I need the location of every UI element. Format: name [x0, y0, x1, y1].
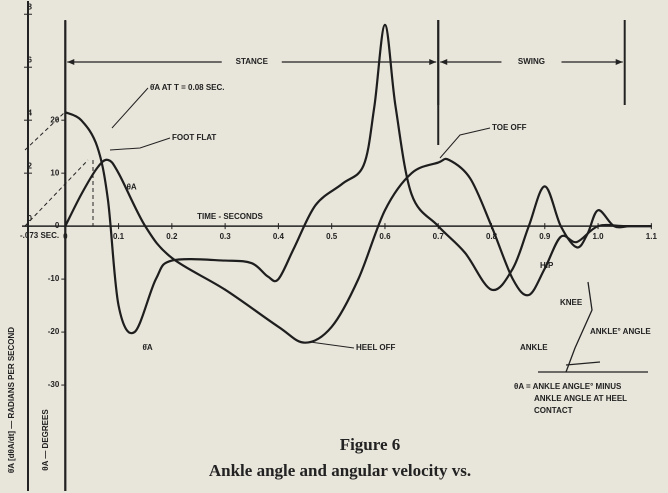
x-tick-label: 1.1	[646, 232, 658, 241]
x-tick-label: 0.6	[379, 232, 391, 241]
x-tick-label: 1.0	[593, 232, 605, 241]
annotation: θA = ANKLE ANGLE° MINUS	[514, 382, 622, 391]
y-tick-label: 4	[28, 108, 33, 117]
x-tick-label: 0.1	[113, 232, 125, 241]
annotation-pointer	[110, 138, 170, 150]
annotation: TOE OFF	[492, 123, 527, 132]
phase-label: SWING	[518, 57, 545, 66]
annotation-pointer	[310, 342, 354, 348]
annotation: -.073 SEC.	[20, 231, 59, 240]
x-tick-label: 0.9	[539, 232, 551, 241]
y2-tick-label: 20	[50, 115, 59, 124]
chart: Figure 6 Ankle angle and angular velocit…	[0, 0, 668, 493]
annotation: FOOT FLAT	[172, 133, 216, 142]
chart-title: Figure 6	[340, 435, 401, 454]
leg-lines	[566, 282, 592, 372]
annotation: ANKLE ANGLE AT HEEL	[534, 394, 627, 403]
annotation: KNEE	[560, 298, 583, 307]
annotation: ANKLE° ANGLE	[590, 327, 651, 336]
phase-label: STANCE	[236, 57, 269, 66]
y2-tick-label: -30	[48, 380, 60, 389]
y-tick-label: 6	[28, 55, 33, 64]
x-tick-label: 0.3	[220, 232, 232, 241]
y-tick-label: 2	[28, 161, 33, 170]
y-tick-label: 0	[28, 214, 33, 223]
annotation-pointer	[112, 88, 148, 128]
y-axis-label: θ̇A [dθA/dt] — RADIANS PER SECOND	[7, 327, 16, 473]
y2-tick-label: -20	[48, 327, 60, 336]
x-axis-label: TIME - SECONDS	[197, 212, 263, 221]
series-line	[65, 159, 651, 343]
annotation: ANKLE	[520, 343, 548, 352]
series-line	[65, 25, 651, 333]
series-label: θ̇A	[143, 343, 153, 352]
x-tick-label: 0.7	[433, 232, 445, 241]
x-tick-label: 0.2	[166, 232, 178, 241]
y-tick-label: 8	[28, 2, 33, 11]
series-label: θA	[127, 182, 137, 191]
annotation: CONTACT	[534, 406, 573, 415]
annotation: HEEL OFF	[356, 343, 396, 352]
y2-tick-label: 0	[55, 221, 60, 230]
x-tick-label: 0.4	[273, 232, 285, 241]
y2-tick-label: 10	[50, 168, 59, 177]
annotation-pointer	[440, 128, 490, 158]
foot-line	[566, 362, 600, 365]
annotation: θ̇A AT T = 0.08 SEC.	[150, 83, 225, 92]
chart-subtitle: Ankle angle and angular velocity vs.	[209, 461, 471, 480]
x-tick-label: 0.5	[326, 232, 338, 241]
y2-tick-label: -10	[48, 274, 60, 283]
page: Figure 6 Ankle angle and angular velocit…	[0, 0, 668, 493]
y2-axis-label: θA — DEGREES	[41, 409, 50, 471]
